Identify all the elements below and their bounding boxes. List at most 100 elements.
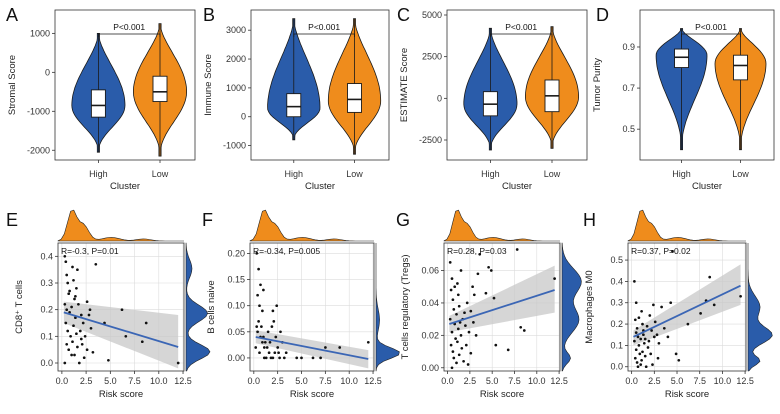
- x-tick-label: 5.0: [486, 376, 499, 386]
- right-density: [561, 242, 582, 372]
- plot-frame: [639, 9, 775, 161]
- data-point: [319, 356, 322, 360]
- y-axis-title: Macrophages M0: [584, 270, 595, 343]
- data-point: [88, 308, 92, 312]
- data-point: [140, 340, 144, 344]
- data-point: [638, 352, 642, 356]
- data-point: [656, 356, 660, 360]
- x-axis-title: Risk score: [290, 389, 334, 400]
- data-point: [489, 269, 493, 272]
- data-point: [633, 339, 636, 343]
- x-tick-label: 12.5: [174, 376, 192, 386]
- data-point: [456, 293, 460, 297]
- data-point: [261, 309, 264, 313]
- data-point: [453, 285, 457, 289]
- data-point: [267, 351, 271, 355]
- data-point: [674, 352, 678, 356]
- data-point: [74, 316, 77, 320]
- data-point: [277, 351, 280, 355]
- data-point: [464, 343, 468, 347]
- x-tick-label: 0.0: [56, 376, 69, 386]
- confidence-band: [63, 301, 179, 369]
- y-tick-label: 0.04: [421, 298, 439, 308]
- plot-frame: [249, 242, 375, 372]
- data-point: [655, 333, 659, 337]
- y-tick-label: 1000: [30, 28, 50, 38]
- data-point: [85, 348, 89, 352]
- data-point: [89, 326, 93, 330]
- x-tick-label: 7.5: [508, 376, 521, 386]
- data-point: [449, 288, 453, 292]
- data-point: [472, 321, 475, 324]
- data-point: [639, 363, 643, 366]
- y-tick-label: 0.2: [40, 305, 53, 315]
- data-point: [72, 278, 75, 282]
- data-point: [73, 353, 76, 357]
- correlation-annotation: R=0.28, P=0.03: [447, 246, 507, 256]
- data-point: [295, 356, 299, 360]
- data-point: [65, 342, 69, 346]
- data-point: [260, 325, 263, 328]
- data-point: [311, 356, 315, 360]
- data-point: [77, 361, 81, 365]
- data-point: [452, 308, 456, 311]
- data-point: [366, 340, 370, 344]
- data-point: [65, 308, 69, 312]
- y-tick-label: 0.1: [40, 331, 53, 341]
- x-tick-label: Low: [346, 169, 363, 179]
- panel-label: H: [583, 210, 596, 230]
- regression-line: [633, 284, 741, 338]
- x-tick-label: Low: [544, 169, 561, 179]
- data-point: [641, 350, 644, 354]
- data-point: [449, 343, 453, 347]
- data-point: [487, 265, 490, 269]
- y-tick-label: 0.3: [610, 298, 623, 308]
- data-point: [256, 293, 259, 297]
- data-point: [279, 330, 282, 334]
- data-point: [643, 337, 647, 341]
- data-point: [639, 337, 643, 341]
- y-tick-label: 0.00: [227, 353, 245, 363]
- data-point: [644, 365, 648, 369]
- data-point: [650, 329, 653, 332]
- data-point: [462, 359, 465, 363]
- data-point: [74, 294, 77, 298]
- x-axis-title: Cluster: [110, 181, 140, 192]
- data-point: [261, 340, 264, 344]
- x-axis-title: Cluster: [692, 181, 722, 192]
- y-tick-label: 0.02: [421, 330, 439, 340]
- data-point: [87, 313, 91, 317]
- data-point: [457, 304, 461, 308]
- x-tick-label: 2.5: [80, 376, 93, 386]
- data-point: [257, 267, 260, 271]
- y-tick-label: -1000: [223, 141, 246, 151]
- data-point: [450, 277, 454, 280]
- data-point: [634, 301, 638, 305]
- p-value-label: P<0.001: [308, 22, 340, 32]
- data-point: [456, 327, 460, 331]
- top-density: [627, 209, 746, 242]
- data-point: [506, 348, 510, 352]
- data-point: [300, 356, 303, 360]
- data-point: [272, 320, 276, 323]
- panel-label: F: [202, 210, 213, 230]
- confidence-band: [633, 264, 741, 346]
- data-point: [68, 289, 71, 293]
- data-point: [254, 346, 258, 349]
- y-tick-label: 3000: [226, 25, 246, 35]
- data-point: [456, 282, 459, 285]
- data-point: [338, 346, 342, 349]
- data-point: [669, 301, 673, 305]
- data-point: [276, 346, 280, 349]
- y-axis-title: B cells naive: [206, 280, 217, 333]
- data-point: [646, 346, 650, 349]
- box-iqr: [674, 48, 689, 68]
- data-point: [686, 322, 690, 326]
- data-point: [633, 356, 637, 360]
- data-point: [77, 302, 80, 306]
- data-point: [634, 331, 638, 334]
- data-point: [258, 351, 261, 355]
- data-point: [80, 342, 84, 346]
- top-density: [57, 209, 184, 242]
